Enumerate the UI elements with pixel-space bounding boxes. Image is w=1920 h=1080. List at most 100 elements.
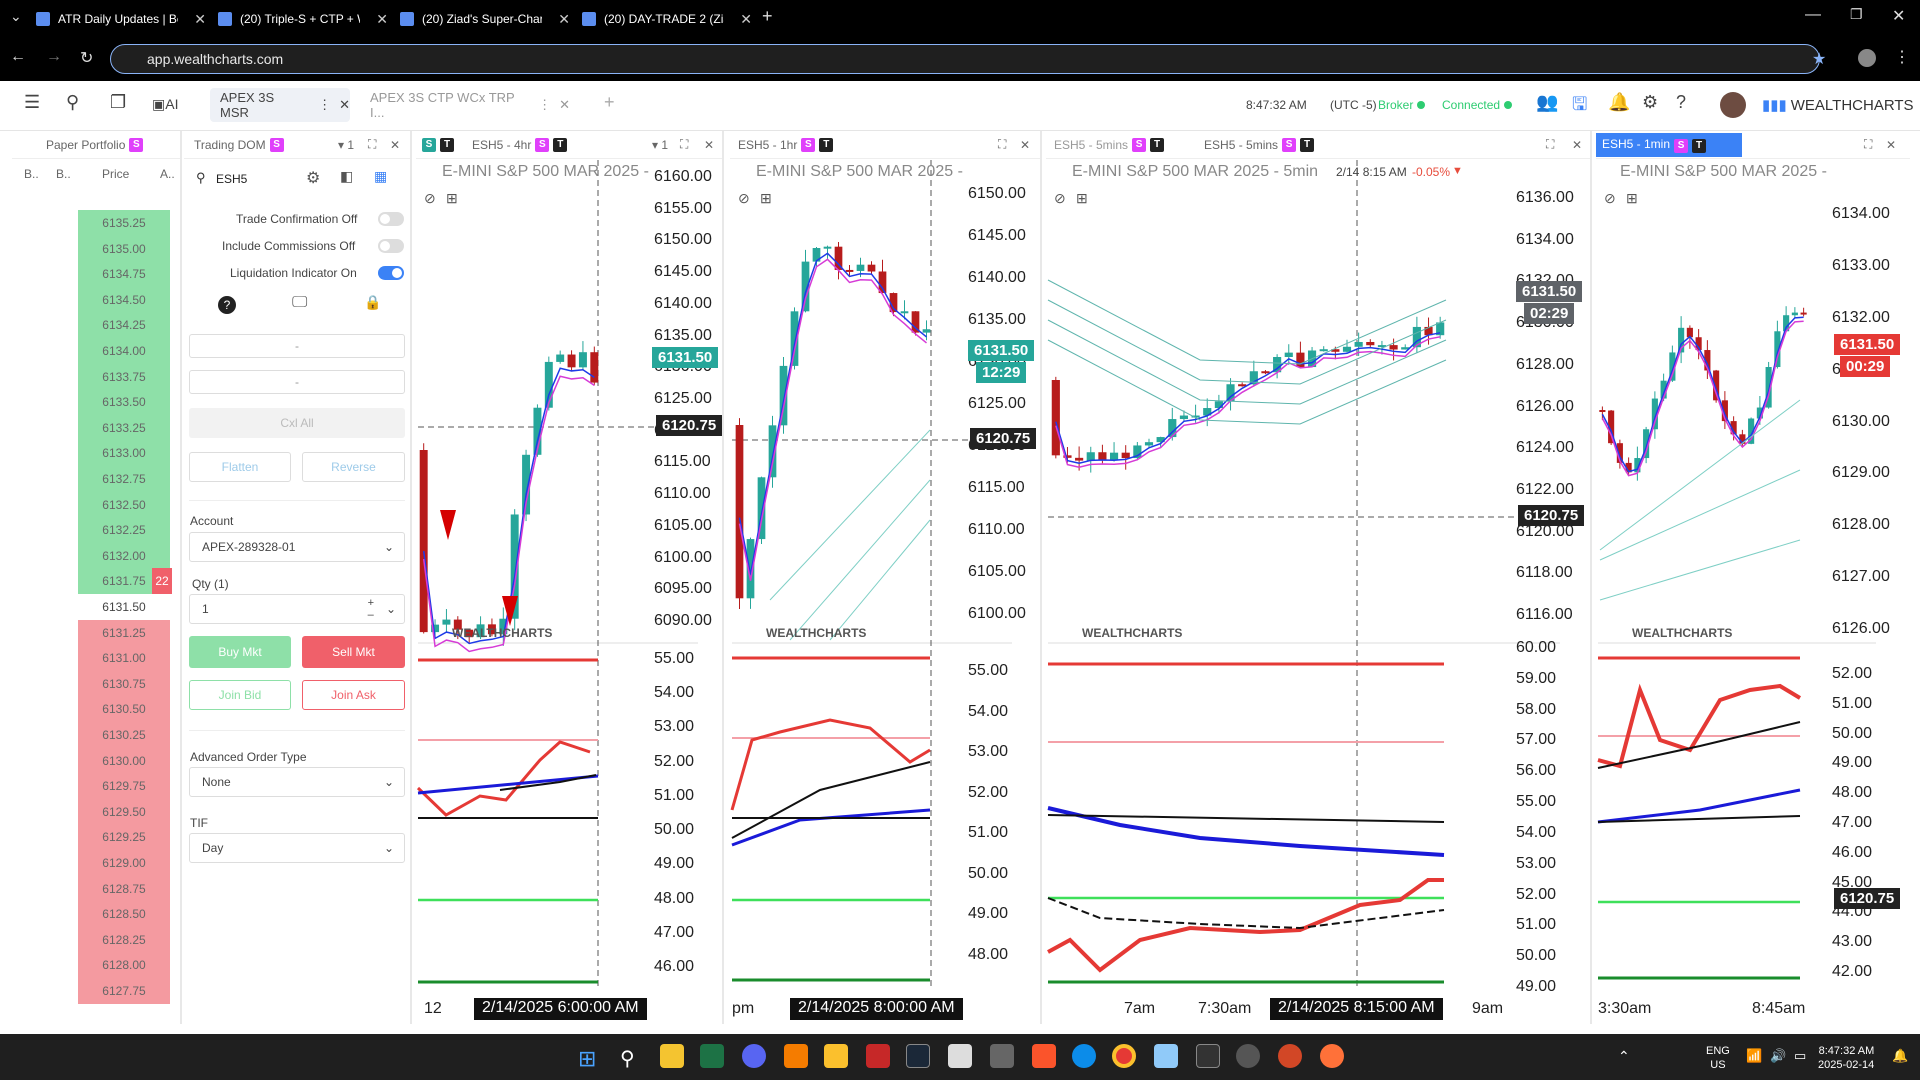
ladder-price-cell[interactable]: 6133.50: [78, 389, 170, 416]
expand-icon[interactable]: ⛶: [1546, 137, 1555, 151]
col-header[interactable]: B..: [56, 167, 71, 181]
menu-icon[interactable]: ☰: [24, 92, 41, 112]
chevron-down-icon[interactable]: ⌄: [385, 602, 396, 616]
flatten-button[interactable]: Flatten: [189, 452, 291, 482]
volume-icon[interactable]: 🔊: [1770, 1048, 1787, 1063]
expand-icon[interactable]: ⛶: [680, 137, 689, 151]
ladder-price-cell[interactable]: 6127.75: [78, 978, 170, 1004]
monitor-icon[interactable]: 🖵: [292, 294, 308, 311]
app-icon[interactable]: [1196, 1044, 1220, 1068]
link-dropdown[interactable]: ▾ 1: [338, 137, 355, 152]
ladder-price-cell[interactable]: 6132.75: [78, 466, 170, 492]
close-icon[interactable]: ✕: [1020, 137, 1031, 152]
chrome-icon[interactable]: [1112, 1044, 1136, 1068]
search-icon[interactable]: ⚲: [196, 170, 206, 185]
new-tab-icon[interactable]: +: [762, 6, 773, 26]
firefox-icon[interactable]: [1320, 1044, 1344, 1068]
wifi-icon[interactable]: 📶: [1746, 1048, 1763, 1063]
col-header[interactable]: Price: [102, 167, 130, 181]
help-icon[interactable]: ?: [1676, 92, 1687, 112]
notifications-icon[interactable]: 🔔: [1892, 1048, 1909, 1063]
tray-chevron-icon[interactable]: ⌃: [1618, 1048, 1630, 1064]
expand-icon[interactable]: ⛶: [368, 137, 377, 151]
chart-tab[interactable]: ESH5 - 5mins: [1204, 137, 1279, 152]
steam-icon[interactable]: [906, 1044, 930, 1068]
chart-tab-active[interactable]: ESH5 - 1min S T: [1596, 133, 1742, 157]
ladder-price-cell[interactable]: 6133.75: [78, 363, 170, 390]
url-input[interactable]: app.wealthcharts.com: [110, 44, 1820, 74]
app-icon[interactable]: [866, 1044, 890, 1068]
ladder-price-cell[interactable]: 6128.00: [78, 952, 170, 979]
close-icon[interactable]: ✕: [339, 97, 350, 112]
battery-icon[interactable]: ▭: [1794, 1048, 1807, 1063]
brave-icon[interactable]: [1032, 1044, 1056, 1068]
panel-title[interactable]: Paper Portfolio: [46, 137, 126, 152]
symbol-input[interactable]: ESH5: [216, 172, 248, 186]
app-icon[interactable]: [824, 1044, 848, 1068]
app-icon[interactable]: [948, 1044, 972, 1068]
ladder-price-cell[interactable]: 6131.50: [78, 594, 170, 620]
ladder-price-cell[interactable]: 6132.25: [78, 517, 170, 544]
add-tab-icon[interactable]: +: [604, 92, 615, 112]
col-header[interactable]: B..: [24, 167, 39, 181]
close-window-icon[interactable]: ✕: [1892, 8, 1906, 25]
reload-icon[interactable]: ↻: [80, 50, 94, 67]
ladder-price-cell[interactable]: 6130.75: [78, 670, 170, 697]
ladder-price-cell[interactable]: 6129.75: [78, 773, 170, 800]
ladder-price-cell[interactable]: 6135.25: [78, 210, 170, 236]
close-icon[interactable]: ✕: [558, 10, 570, 27]
account-select[interactable]: APEX-289328-01 ⌄: [189, 532, 405, 562]
close-icon[interactable]: ✕: [194, 10, 206, 27]
ladder-price-cell[interactable]: 6135.00: [78, 235, 170, 262]
layout-icon[interactable]: ◧: [340, 168, 354, 184]
buy-market-button[interactable]: Buy Mkt: [189, 636, 291, 668]
layers-icon[interactable]: ❐: [110, 92, 127, 112]
forward-icon[interactable]: →: [46, 48, 62, 65]
profile-avatar[interactable]: [1858, 49, 1876, 67]
save-icon[interactable]: 🖫: [1572, 94, 1588, 114]
col-header[interactable]: A..: [160, 167, 175, 181]
more-icon[interactable]: ⋮: [538, 97, 552, 112]
layout-tab-active[interactable]: APEX 3S MSR ⋮ ✕: [210, 88, 350, 122]
bell-icon[interactable]: 🔔: [1608, 92, 1631, 112]
more-icon[interactable]: ⋮: [318, 97, 332, 112]
user-avatar[interactable]: [1720, 92, 1746, 118]
lang-indicator[interactable]: ENG US: [1706, 1045, 1730, 1071]
chart-tab[interactable]: ESH5 - 4hr: [472, 137, 532, 152]
app-icon[interactable]: [1236, 1044, 1260, 1068]
ladder-price-cell[interactable]: 6129.25: [78, 824, 170, 851]
app-icon[interactable]: [1154, 1044, 1178, 1068]
expand-icon[interactable]: ⛶: [1864, 137, 1873, 151]
ai-icon[interactable]: ▣AI: [152, 96, 179, 112]
close-icon[interactable]: ✕: [559, 97, 570, 112]
explorer-icon[interactable]: [660, 1044, 684, 1068]
restore-icon[interactable]: ❐: [1850, 6, 1863, 22]
join-bid-button[interactable]: Join Bid: [189, 680, 291, 710]
gear-icon[interactable]: ⚙: [306, 170, 321, 187]
reverse-button[interactable]: Reverse: [302, 452, 405, 482]
ladder-price-cell[interactable]: 6132.50: [78, 491, 170, 518]
browser-tab[interactable]: (20) Ziad's Super-Charged Layo ✕: [400, 6, 570, 32]
ladder-price-cell[interactable]: 6133.25: [78, 414, 170, 441]
ladder-price-cell[interactable]: 6128.75: [78, 875, 170, 902]
chart-tab[interactable]: ESH5 - 1hr: [738, 137, 798, 152]
liquidation-indicator-toggle[interactable]: [378, 266, 404, 280]
ladder-price-cell[interactable]: 6134.25: [78, 312, 170, 339]
ladder-price-cell[interactable]: 6132.00: [78, 542, 170, 569]
search-icon[interactable]: ⚲: [620, 1048, 635, 1070]
powerpoint-icon[interactable]: [1278, 1044, 1302, 1068]
search-icon[interactable]: ⚲: [66, 92, 80, 112]
app-icon[interactable]: [784, 1044, 808, 1068]
panel-title[interactable]: Trading DOM: [194, 137, 266, 152]
gear-icon[interactable]: ⚙: [1642, 92, 1659, 112]
ladder-price-cell[interactable]: 6130.25: [78, 722, 170, 748]
layout-tab[interactable]: APEX 3S CTP WCx TRP I... ⋮ ✕: [360, 88, 570, 122]
ladder-price-cell[interactable]: 6133.00: [78, 440, 170, 467]
chart-tab[interactable]: ESH5 - 5mins: [1054, 137, 1129, 152]
ladder-price-cell[interactable]: 6131.00: [78, 645, 170, 672]
browser-menu-icon[interactable]: ⋮: [1894, 49, 1910, 66]
include-commissions-toggle[interactable]: [378, 239, 404, 253]
browser-tab[interactable]: ATR Daily Updates | Become A ✕: [36, 6, 206, 32]
taskbar-clock[interactable]: 8:47:32 AM 2025-02-14: [1818, 1045, 1875, 1071]
minimize-icon[interactable]: —: [1805, 6, 1821, 23]
